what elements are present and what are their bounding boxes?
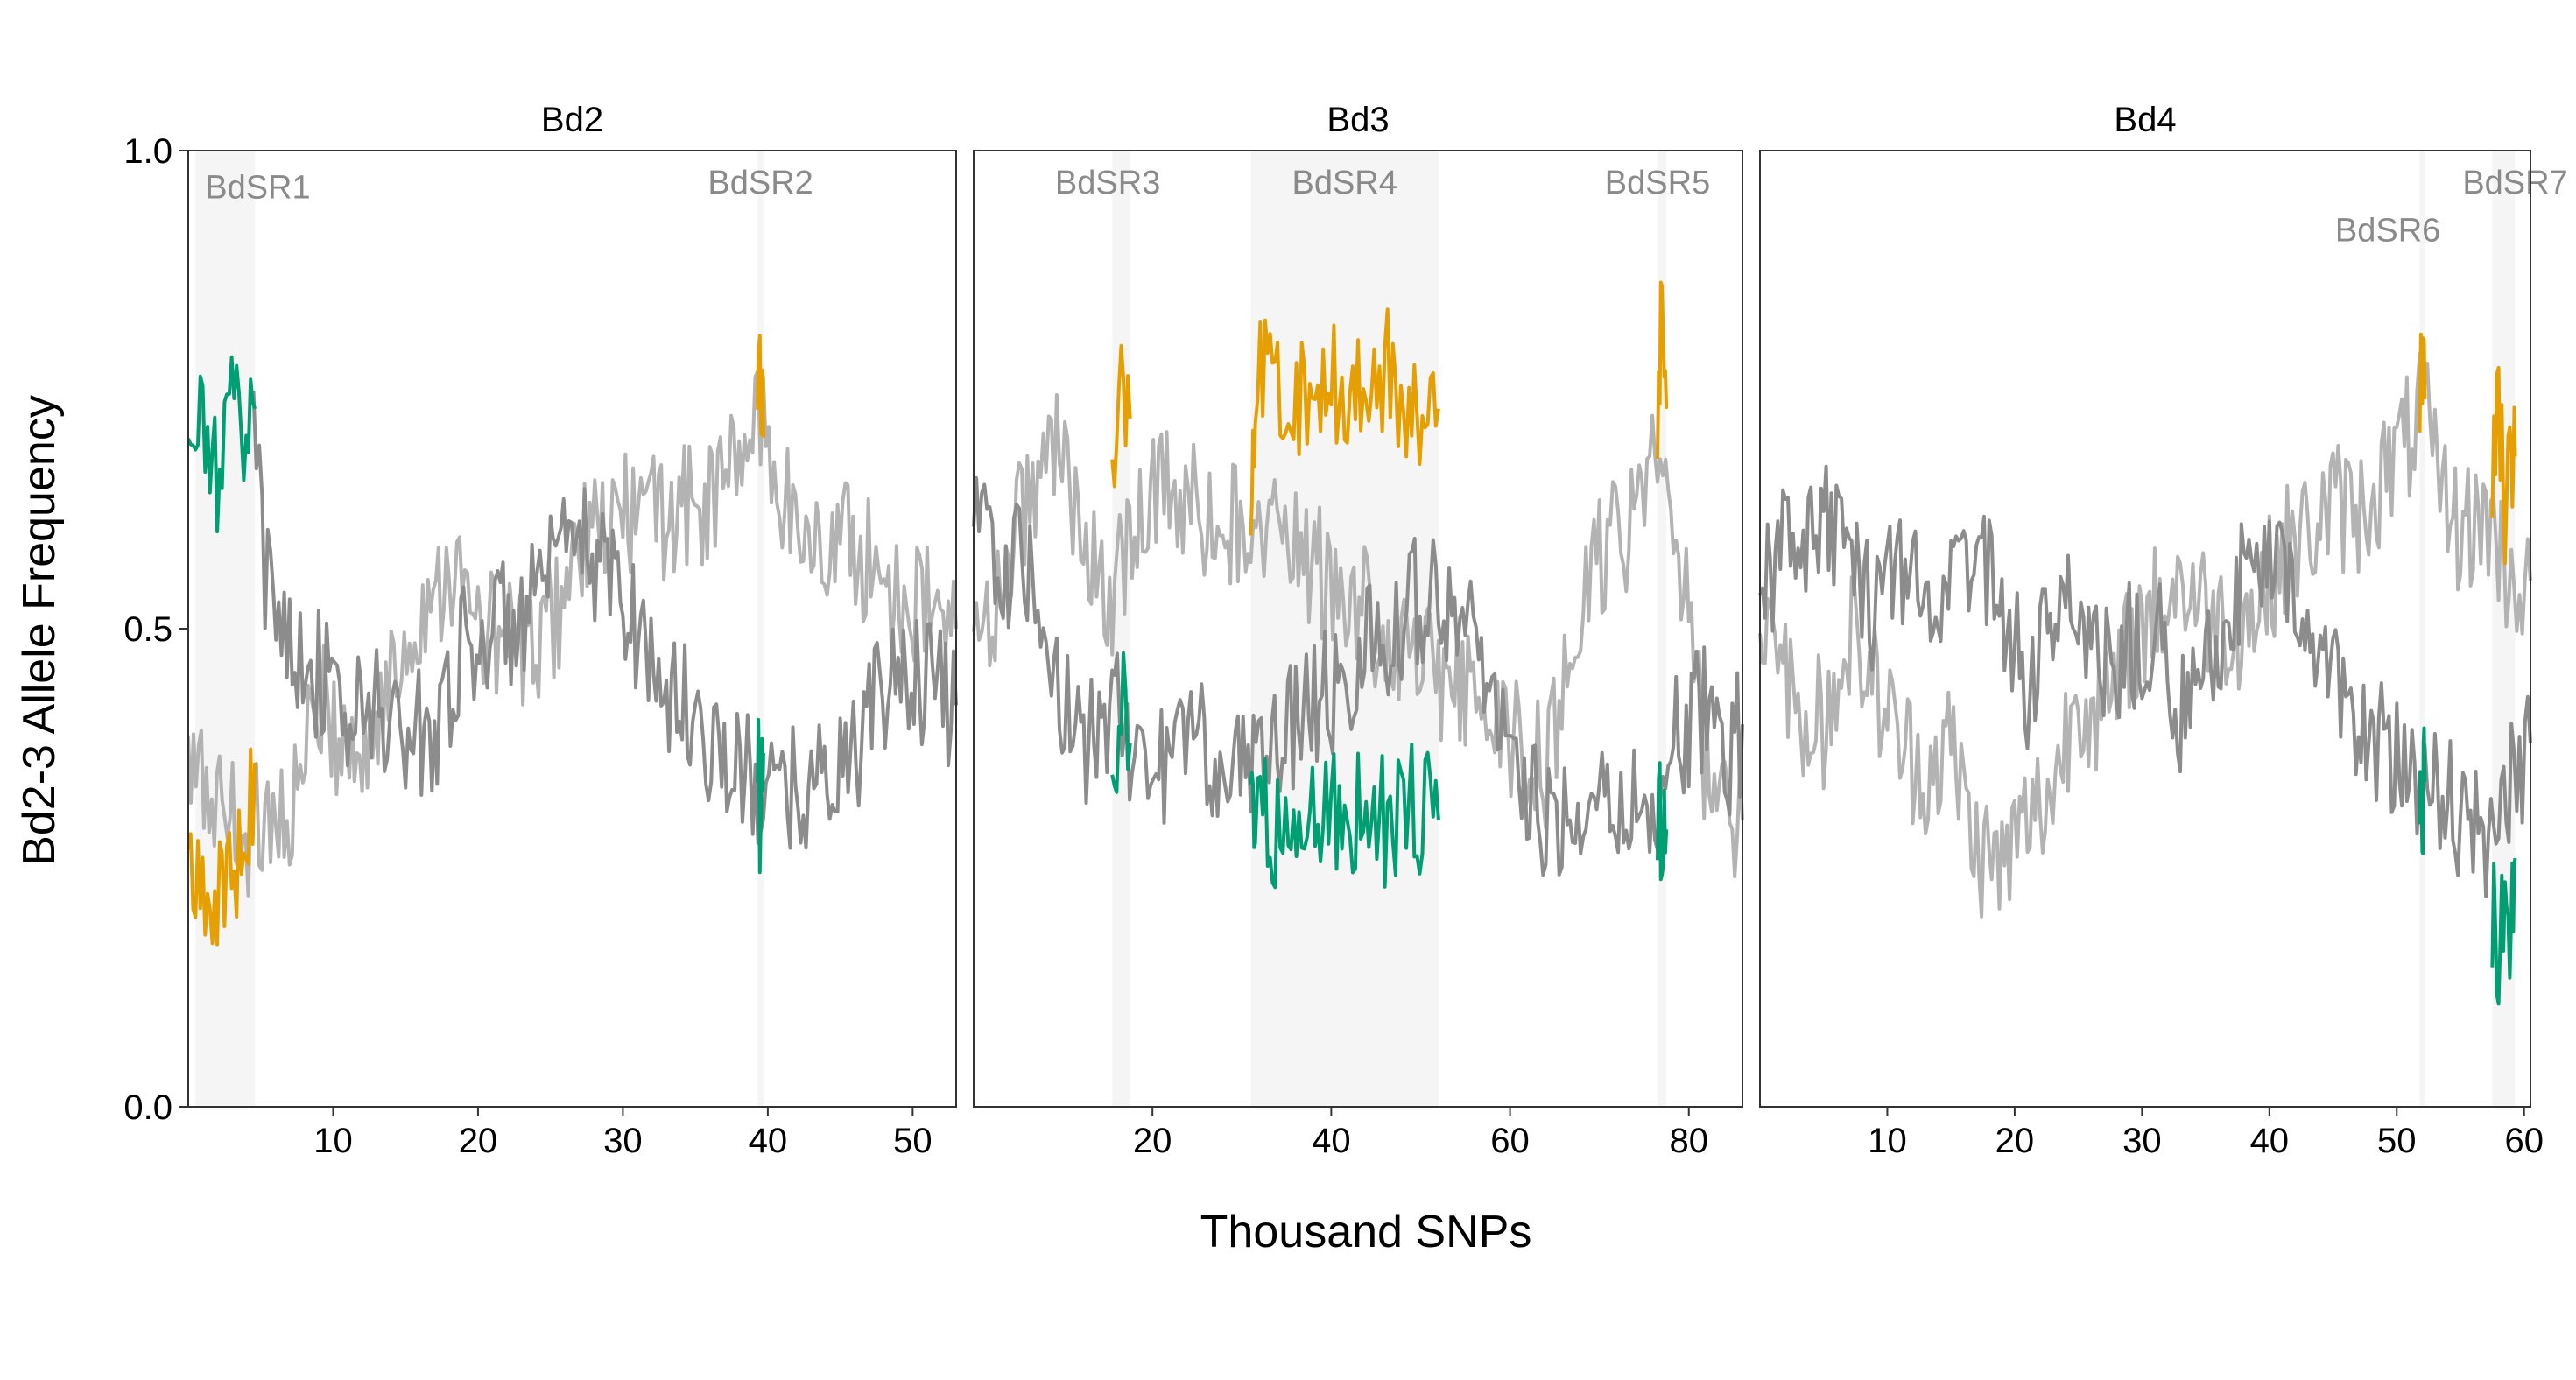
- panel-border-2: [1759, 150, 2531, 1108]
- series-line-1-0: [972, 393, 1744, 878]
- series-line-1-5: [1249, 743, 1440, 890]
- panel-title-2: Bd4: [2114, 101, 2176, 139]
- x-tick-label-2-1: 20: [1995, 1122, 2035, 1160]
- x-tick-label-2-2: 30: [2122, 1122, 2162, 1160]
- x-tick-label-0-3: 40: [749, 1122, 788, 1160]
- region-label-1-0: BdSR3: [1055, 165, 1160, 201]
- region-label-0-0: BdSR1: [205, 170, 310, 207]
- x-tick-label-0-2: 30: [603, 1122, 643, 1160]
- series-line-2-4: [2490, 365, 2517, 566]
- region-label-2-0: BdSR6: [2335, 213, 2440, 250]
- y-tick-label-2: 1.0: [123, 132, 172, 171]
- series-line-0-4: [756, 334, 765, 438]
- x-tick-label-2-5: 60: [2504, 1122, 2544, 1160]
- panel-2: BdSR6 BdSR7 Bd4 10 20 30 40 50 60: [1758, 101, 2568, 1160]
- series-line-2-5: [2490, 857, 2517, 1006]
- y-tick-label-0: 0.0: [123, 1088, 172, 1127]
- series-line-2-1: [1758, 464, 2532, 898]
- x-tick-label-0-4: 50: [893, 1122, 933, 1160]
- region-shade-1-2: [1658, 151, 1667, 1107]
- panel-1: BdSR3 BdSR4 BdSR5 Bd3 20 40 60 80: [972, 101, 1744, 1160]
- region-shade-1-0: [1112, 151, 1130, 1107]
- panel-title-0: Bd2: [541, 101, 603, 139]
- x-tick-label-1-1: 40: [1312, 1122, 1351, 1160]
- x-tick-label-1-0: 20: [1133, 1122, 1172, 1160]
- x-tick-label-2-4: 50: [2377, 1122, 2417, 1160]
- region-shade-0-1: [757, 151, 764, 1107]
- series-line-1-2: [1110, 343, 1132, 489]
- region-label-0-1: BdSR2: [707, 165, 813, 201]
- series-line-0-5: [756, 717, 765, 875]
- panel-border-0: [187, 150, 957, 1108]
- series-line-2-0: [1758, 351, 2532, 919]
- region-shade-0-0: [195, 151, 256, 1107]
- panel-0: BdSR1 BdSR2 Bd2 10 20 30 40 50: [187, 101, 958, 1160]
- x-tick-label-0-0: 10: [313, 1122, 353, 1160]
- y-axis-title: Bd2-3 Allele Frequency: [14, 395, 65, 866]
- x-axis-title: Thousand SNPs: [1200, 1207, 1532, 1257]
- x-tick-label-1-3: 80: [1669, 1122, 1708, 1160]
- y-tick-label-1: 0.5: [123, 610, 172, 649]
- x-tick-label-0-1: 20: [459, 1122, 498, 1160]
- series-line-0-2: [187, 355, 257, 534]
- x-tick-label-2-3: 40: [2250, 1122, 2290, 1160]
- series-line-1-4: [1249, 307, 1440, 536]
- series-line-1-1: [972, 475, 1744, 877]
- series-line-1-6: [1656, 280, 1669, 459]
- panel-title-1: Bd3: [1327, 101, 1389, 139]
- series-line-1-7: [1656, 761, 1669, 882]
- series-line-0-0: [187, 369, 958, 898]
- series-line-1-3: [1110, 651, 1132, 794]
- region-label-1-2: BdSR5: [1605, 165, 1710, 201]
- panel-border-1: [973, 150, 1743, 1108]
- x-tick-label-1-2: 60: [1490, 1122, 1530, 1160]
- series-line-0-3: [187, 747, 257, 947]
- series-line-2-2: [2418, 332, 2427, 433]
- series-line-0-1: [251, 391, 958, 850]
- x-tick-label-2-0: 10: [1868, 1122, 1907, 1160]
- region-label-2-1: BdSR7: [2462, 165, 2567, 201]
- region-shade-2-0: [2419, 151, 2425, 1107]
- series-line-2-3: [2418, 726, 2427, 855]
- region-label-1-1: BdSR4: [1292, 165, 1397, 201]
